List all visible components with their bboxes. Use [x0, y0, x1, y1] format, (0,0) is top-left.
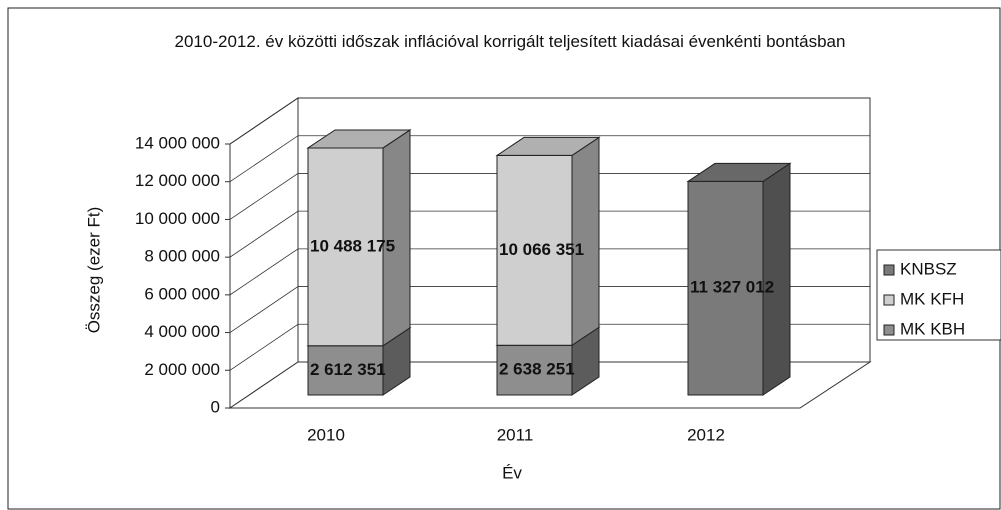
legend-label: MK KBH [900, 319, 965, 338]
legend-label: KNBSZ [900, 259, 957, 278]
grid-line [229, 135, 870, 183]
data-label: 11 327 012 [690, 278, 774, 297]
grid-line [229, 210, 870, 258]
data-label: 10 066 351 [499, 240, 584, 259]
legend-label: MK KFH [900, 289, 964, 308]
y-tick-label: 10 000 000 [135, 209, 220, 228]
y-tick-label: 0 [211, 397, 220, 416]
grid-line [229, 323, 870, 371]
y-axis-label: Összeg (ezer Ft) [84, 207, 103, 334]
grid-line [229, 286, 870, 333]
bar [496, 154, 573, 346]
legend-swatch [883, 294, 895, 306]
y-tick-label: 6 000 000 [144, 284, 220, 303]
y-tick-label: 12 000 000 [135, 171, 220, 190]
bar-top [495, 136, 601, 156]
y-tick-label: 8 000 000 [144, 247, 220, 266]
grid-line [229, 173, 870, 220]
legend-swatch [883, 324, 895, 336]
y-tick-label: 14 000 000 [135, 133, 220, 152]
legend-swatch [883, 264, 895, 276]
y-tick-label: 2 000 000 [144, 360, 220, 379]
bar-top [306, 129, 412, 149]
x-axis-label: Év [502, 463, 522, 482]
data-label: 10 488 175 [310, 236, 395, 255]
bar [307, 147, 384, 347]
x-tick-label: 2012 [687, 425, 725, 444]
grid-line [229, 248, 870, 296]
side-wall [229, 97, 299, 409]
data-label: 2 638 251 [499, 360, 575, 379]
data-label: 2 612 351 [310, 360, 386, 379]
grid-line [229, 97, 870, 145]
x-tick-label: 2010 [307, 425, 345, 444]
x-tick-label: 2011 [497, 425, 534, 444]
y-tick-label: 4 000 000 [144, 322, 220, 341]
legend-box [876, 249, 1001, 341]
bar-top [686, 162, 792, 182]
bar [687, 180, 764, 396]
chart-title: 2010-2012. év közötti időszak inflációva… [174, 32, 846, 51]
